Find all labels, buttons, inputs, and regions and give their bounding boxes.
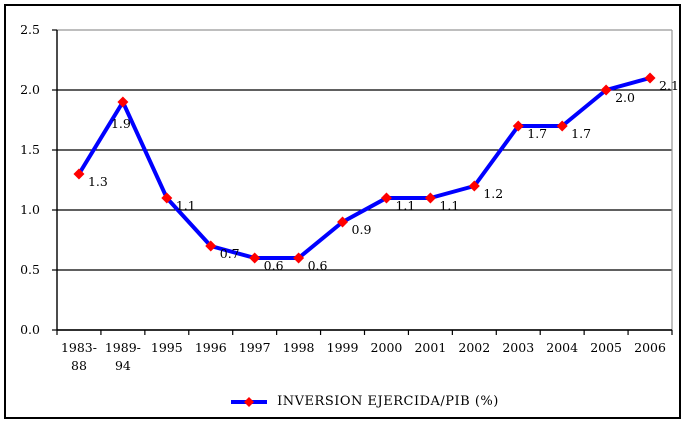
data-point-label: 1.2 — [483, 186, 503, 201]
y-axis-tick-label: 1.0 — [20, 202, 40, 217]
x-axis-tick-label: 1995 — [151, 340, 183, 355]
x-axis-tick-label: 1989- — [105, 340, 141, 355]
x-axis-tick-label: 94 — [115, 358, 131, 373]
data-point-label: 1.1 — [395, 198, 415, 213]
data-point-label: 0.9 — [352, 222, 372, 237]
data-point-label: 0.6 — [308, 258, 328, 273]
y-axis-tick-label: 0.5 — [20, 262, 40, 277]
y-axis-tick-label: 1.5 — [20, 142, 40, 157]
series-line — [76, 76, 653, 260]
y-axis-tick-label: 2.5 — [20, 22, 40, 37]
data-point-label: 1.1 — [439, 198, 459, 213]
data-point-marker — [205, 240, 217, 252]
x-axis-tick-label: 2001 — [414, 340, 446, 355]
x-axis-tick-label: 88 — [71, 358, 87, 373]
data-point-marker — [600, 84, 612, 96]
data-point-marker — [380, 192, 392, 204]
data-point-label: 2.1 — [659, 78, 679, 93]
x-axis-tick-label: 2004 — [546, 340, 578, 355]
x-axis-tick-label: 1998 — [283, 340, 315, 355]
data-point-label: 1.1 — [176, 198, 196, 213]
data-point-marker — [337, 216, 349, 228]
data-point-marker — [117, 96, 129, 108]
y-axis-tick-label: 0.0 — [20, 322, 40, 337]
data-point-marker — [556, 120, 568, 132]
data-point-marker — [512, 120, 524, 132]
data-point-label: 2.0 — [615, 90, 635, 105]
data-point-marker — [73, 168, 85, 180]
legend-series-key-icon — [231, 396, 268, 407]
chart-legend: INVERSION EJERCIDA/PIB (%) — [57, 394, 672, 409]
x-axis-tick-label: 1996 — [195, 340, 227, 355]
data-point-label: 0.7 — [220, 246, 240, 261]
data-point-marker — [161, 192, 173, 204]
x-axis-tick-label: 1983- — [61, 340, 97, 355]
data-point-label: 1.9 — [111, 116, 131, 131]
data-point-marker — [293, 252, 305, 264]
data-point-label: 1.3 — [88, 174, 108, 189]
y-axis-tick-label: 2.0 — [20, 82, 40, 97]
data-point-marker — [249, 252, 261, 264]
x-axis-tick-label: 2000 — [371, 340, 403, 355]
x-axis-tick-label: 2002 — [458, 340, 490, 355]
chart-frame-border — [4, 4, 681, 419]
legend-diamond-icon — [244, 396, 255, 407]
data-point-label: 1.7 — [571, 126, 591, 141]
data-point-marker — [644, 72, 656, 84]
x-axis-tick-label: 1997 — [239, 340, 271, 355]
x-axis-tick-label: 2005 — [590, 340, 622, 355]
x-axis-tick-label: 1999 — [327, 340, 359, 355]
x-axis-tick-label: 2003 — [502, 340, 534, 355]
data-point-label: 1.7 — [527, 126, 547, 141]
legend-label: INVERSION EJERCIDA/PIB (%) — [277, 394, 499, 409]
data-point-marker — [468, 180, 480, 192]
x-axis-tick-label: 2006 — [634, 340, 666, 355]
data-point-marker — [424, 192, 436, 204]
data-point-label: 0.6 — [264, 258, 284, 273]
